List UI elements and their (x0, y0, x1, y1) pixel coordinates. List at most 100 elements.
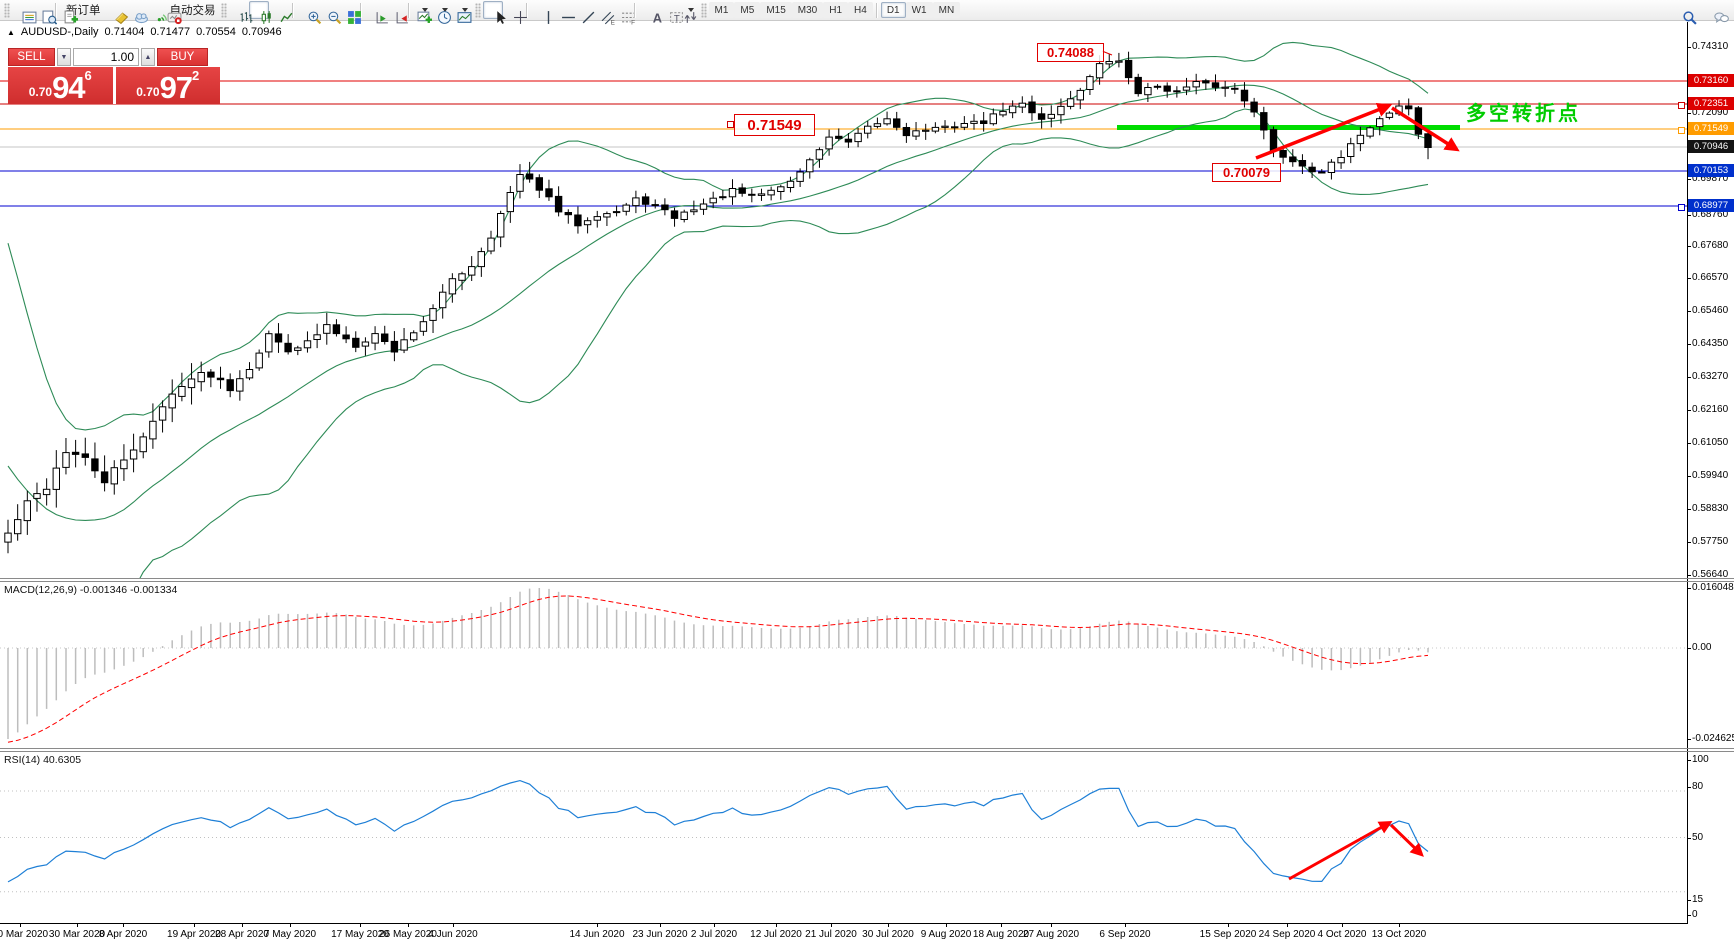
macd-separator[interactable] (0, 578, 1734, 579)
support-price-annotation[interactable]: 0.71549 (734, 114, 815, 136)
pivot-point-text-annotation[interactable]: 多空转折点 (1466, 103, 1581, 125)
price-badge: 0.70946 (1688, 140, 1734, 153)
price-tick-label: 0.64350 (1692, 338, 1729, 349)
toolbar-separator (291, 2, 294, 18)
text-label-button[interactable]: T (659, 1, 683, 24)
rsi-label: RSI(14) 40.6305 (4, 754, 82, 766)
candlestick-button[interactable] (248, 1, 271, 24)
pivot-support-bar[interactable] (1117, 125, 1460, 130)
horizontal-line-button[interactable] (551, 1, 575, 19)
zoom-out-button[interactable] (317, 1, 341, 25)
trend-arrow[interactable] (1255, 102, 1393, 160)
object-selection-handle[interactable] (1678, 204, 1685, 211)
rsi-tick-label: 0 (1692, 909, 1698, 920)
date-tick-mark (1051, 923, 1052, 927)
periods-button[interactable] (433, 1, 453, 24)
chat-button[interactable] (1704, 1, 1729, 23)
timeframe-button-h1[interactable]: H1 (823, 2, 849, 18)
macd-tick-label: 0.016048 (1692, 582, 1734, 593)
rsi-trend-arrow[interactable] (1389, 823, 1424, 857)
price-tick-label: 0.61050 (1692, 437, 1729, 448)
timeframe-button-d1[interactable]: D1 (880, 2, 906, 18)
rsi-pane[interactable] (0, 752, 1687, 923)
date-label: 17 May 2020 (331, 929, 389, 940)
rsi-tick-mark (1687, 915, 1691, 916)
price-chart-pane[interactable] (0, 22, 1687, 578)
date-tick-mark (1125, 923, 1126, 927)
search-button[interactable] (1672, 1, 1697, 25)
open-value: 0.71404 (104, 26, 145, 38)
rsi-tick-mark (1687, 787, 1691, 788)
volume-increase-button[interactable]: ▲ (141, 48, 155, 66)
autotrading-button-label: 自动交易 (169, 5, 216, 17)
object-selection-handle[interactable] (1678, 102, 1685, 109)
date-tick-mark (660, 923, 661, 927)
community-button[interactable] (124, 1, 148, 24)
new-order-button[interactable]: 新订单 (60, 1, 104, 24)
date-label: 13 Oct 2020 (1371, 929, 1427, 940)
macd-pane[interactable] (0, 582, 1687, 748)
timeframe-button-mn[interactable]: MN (932, 2, 961, 18)
date-label: 28 Apr 2020 (215, 929, 269, 940)
date-label: 26 May 2020 (379, 929, 437, 940)
rsi-tick-label: 50 (1692, 832, 1704, 843)
timeframe-button-w1[interactable]: W1 (905, 2, 933, 18)
bar-chart-button[interactable] (229, 1, 252, 23)
trend-arrow[interactable] (1391, 106, 1460, 152)
sell-price-button[interactable]: 0.70 94 6 (8, 67, 113, 104)
chart-shift-button[interactable] (385, 1, 408, 24)
channel-button[interactable]: E (591, 1, 614, 25)
macd-label: MACD(12,26,9) -0.001346 -0.001334 (4, 584, 178, 596)
price-tick-label: 0.69870 (1692, 173, 1729, 184)
new-chart-button[interactable] (413, 1, 433, 23)
toolbar-separator (55, 2, 57, 18)
fibonacci-button[interactable]: F (611, 1, 635, 25)
bollinger-upper-band (7, 41, 1429, 431)
timeframe-button-m30[interactable]: M30 (791, 2, 824, 18)
timeframe-button-h4[interactable]: H4 (848, 2, 873, 18)
low-price-annotation[interactable]: 0.70079 (1212, 163, 1281, 182)
line-chart-button[interactable] (269, 1, 292, 23)
date-label: 18 Aug 2020 (972, 929, 1030, 940)
high-price-annotation[interactable]: 0.74088 (1037, 43, 1104, 62)
volume-input[interactable] (73, 48, 139, 66)
one-click-trade-panel: SELL ▼ ▲ BUY 0.70 94 6 0.70 97 2 (8, 48, 220, 104)
vertical-line-button[interactable] (531, 1, 551, 24)
timeframe-button-m5[interactable]: M5 (734, 2, 761, 18)
buy-button[interactable]: BUY (157, 48, 208, 66)
date-tick-mark (1001, 923, 1002, 927)
market-watch-button[interactable] (12, 1, 37, 24)
trendline-button[interactable] (571, 1, 594, 24)
toolbar-grip[interactable] (474, 2, 481, 18)
date-tick-mark (1342, 923, 1343, 927)
price-axis-border (1687, 22, 1688, 923)
arrows-button[interactable] (679, 1, 699, 23)
toolbar-grip[interactable] (220, 2, 227, 18)
rsi-separator[interactable] (0, 748, 1734, 749)
tile-windows-button[interactable] (337, 1, 361, 24)
timeframe-button-m15[interactable]: M15 (760, 2, 792, 18)
timeframe-button-m1[interactable]: M1 (708, 2, 735, 18)
object-selection-handle[interactable] (1678, 127, 1685, 134)
signals-button[interactable] (144, 1, 167, 22)
auto-scroll-button[interactable] (365, 1, 388, 24)
toolbar-separator (633, 2, 636, 18)
sell-button[interactable]: SELL (8, 48, 55, 66)
templates-button[interactable] (453, 1, 473, 23)
rsi-trend-arrow[interactable] (1288, 821, 1393, 881)
buy-price-button[interactable]: 0.70 97 2 (115, 67, 220, 104)
data-window-button[interactable] (32, 1, 57, 25)
autotrading-button[interactable]: 自动交易 (164, 1, 219, 25)
metaeditor-button[interactable] (104, 1, 128, 25)
cursor-button[interactable] (482, 1, 506, 24)
zoom-in-button[interactable] (297, 1, 321, 25)
rsi-tick-label: 15 (1692, 894, 1704, 905)
toolbar-grip[interactable] (700, 2, 707, 18)
text-button[interactable]: A (639, 1, 661, 25)
volume-decrease-button[interactable]: ▼ (57, 48, 71, 66)
macd-signal-line (7, 595, 1429, 743)
toolbar-grip[interactable] (4, 2, 10, 18)
date-tick-mark (20, 923, 21, 927)
object-selection-handle[interactable] (727, 121, 734, 128)
crosshair-button[interactable] (503, 1, 527, 24)
